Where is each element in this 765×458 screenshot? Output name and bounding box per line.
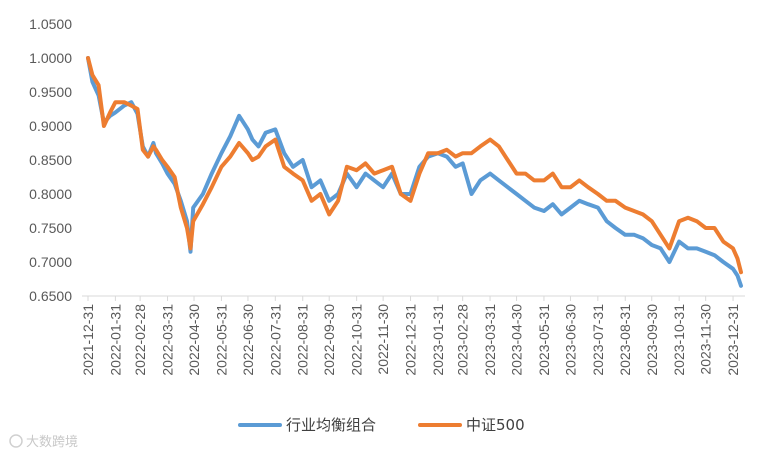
x-tick-label: 2022-03-31 — [160, 304, 176, 376]
watermark-logo-icon — [9, 434, 23, 448]
x-tick-label: 2023-07-31 — [590, 304, 606, 376]
x-tick-label: 2022-11-30 — [375, 304, 391, 375]
x-tick-label: 2023-01-31 — [430, 304, 446, 376]
x-tick-label: 2022-06-30 — [240, 304, 256, 376]
series-line-1 — [86, 56, 743, 288]
watermark: 大数跨境 — [9, 434, 78, 450]
x-tick-label: 2023-06-30 — [562, 304, 578, 376]
y-tick-label: 0.7000 — [29, 254, 72, 270]
x-tick-label: 2022-05-31 — [213, 304, 229, 376]
x-tick-label: 2023-10-31 — [671, 304, 687, 376]
x-tick-label: 2021-12-31 — [80, 304, 96, 376]
x-tick-label: 2023-02-28 — [455, 304, 471, 376]
x-tick-label: 2022-12-31 — [403, 304, 419, 376]
x-tick-label: 2023-04-30 — [509, 304, 525, 376]
x-axis-ticks — [87, 296, 734, 301]
y-tick-label: 0.8500 — [29, 152, 72, 168]
x-tick-label: 2023-03-31 — [482, 304, 498, 376]
x-tick-label: 2022-02-28 — [132, 304, 148, 376]
y-axis-labels: 1.0500 1.0000 0.9500 0.9000 0.8500 0.8000 0.75… — [29, 16, 72, 304]
x-tick-label: 2022-07-31 — [267, 304, 283, 376]
y-tick-label: 0.7500 — [29, 220, 72, 236]
y-tick-label: 0.9500 — [29, 84, 72, 100]
series-lines — [86, 56, 743, 288]
watermark-text: 大数跨境 — [26, 435, 78, 450]
y-tick-label: 0.8000 — [29, 186, 72, 202]
legend-label-series-1: 行业均衡组合 — [286, 416, 376, 434]
legend: 行业均衡组合 中证500 — [238, 416, 525, 434]
x-tick-label: 2023-08-31 — [617, 304, 633, 376]
y-tick-label: 0.9000 — [29, 118, 72, 134]
x-tick-label: 2022-10-31 — [349, 304, 365, 376]
y-tick-label: 1.0500 — [29, 16, 72, 32]
legend-label-series-2: 中证500 — [466, 416, 525, 434]
x-tick-label: 2022-08-31 — [295, 304, 311, 376]
x-tick-label: 2023-11-30 — [698, 304, 714, 375]
x-tick-label: 2023-09-30 — [644, 304, 660, 376]
x-tick-label: 2023-05-31 — [536, 304, 552, 376]
x-tick-label: 2022-04-30 — [186, 304, 202, 376]
series-line-2 — [86, 56, 743, 275]
y-tick-label: 1.0000 — [29, 50, 72, 66]
x-tick-label: 2022-01-31 — [107, 304, 123, 376]
x-tick-label: 2022-09-30 — [321, 304, 337, 376]
x-axis-labels: 2021-12-31 2022-01-31 2022-02-28 2022-03-31… — [80, 304, 741, 376]
x-tick-label: 2023-12-31 — [725, 304, 741, 376]
y-tick-label: 0.6500 — [29, 288, 72, 304]
